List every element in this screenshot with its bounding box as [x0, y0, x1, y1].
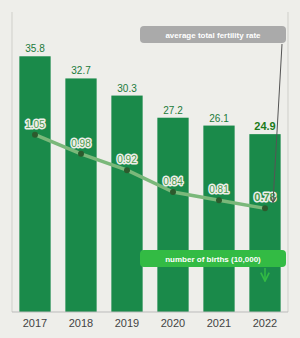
bar-label: 32.7 [71, 65, 91, 76]
annotation-text: average total fertility rate [165, 31, 261, 40]
y-axis-line [12, 12, 13, 312]
line-label: 0.81 [209, 184, 229, 195]
chart: 35.8 32.7 30.3 27.2 26.1 24.9 1.05 0.98 0.92 0.84… [0, 0, 300, 338]
x-tick-label: 2021 [207, 317, 231, 329]
x-tick-label: 2018 [69, 317, 93, 329]
x-tick-label: 2019 [115, 317, 139, 329]
line-label: 0.78 [254, 191, 275, 203]
bar-label: 35.8 [25, 43, 45, 54]
annotation-box [140, 250, 286, 267]
line-point [124, 167, 130, 173]
line-label: 0.98 [71, 138, 91, 149]
line-point [78, 151, 84, 157]
bar [19, 56, 50, 312]
bar [111, 96, 142, 312]
annotation-box [140, 26, 286, 43]
line-label: 0.92 [117, 154, 137, 165]
x-tick-label: 2022 [253, 317, 277, 329]
chart-container: 35.8 32.7 30.3 27.2 26.1 24.9 1.05 0.98 0.92 0.84… [0, 0, 300, 338]
bar [203, 126, 234, 312]
x-tick-label: 2020 [161, 317, 185, 329]
bar-label: 27.2 [163, 105, 183, 116]
labels: 35.8 32.7 30.3 27.2 26.1 24.9 1.05 0.98 0.92 0.84… [25, 43, 275, 203]
background [0, 0, 300, 338]
x-tick-label: 2017 [23, 317, 47, 329]
line-point [216, 197, 222, 203]
line-label: 1.05 [25, 119, 45, 130]
bar [65, 78, 96, 312]
bar-label: 24.9 [254, 120, 275, 132]
bar-label: 26.1 [209, 113, 229, 124]
annotation-arrow [273, 44, 282, 202]
line-label: 0.84 [163, 176, 183, 187]
line-point [32, 132, 38, 138]
fertility-line [35, 135, 265, 209]
line-point [262, 205, 268, 211]
y2-axis-line [288, 12, 289, 312]
plot-area [19, 56, 280, 312]
annotation-text: number of births (10,000) [165, 255, 261, 264]
annotation-arrow [264, 268, 266, 281]
x-axis-line [12, 312, 288, 313]
bar-label: 30.3 [117, 83, 137, 94]
bar [157, 118, 188, 312]
line-point [170, 189, 176, 195]
bar [249, 134, 280, 312]
